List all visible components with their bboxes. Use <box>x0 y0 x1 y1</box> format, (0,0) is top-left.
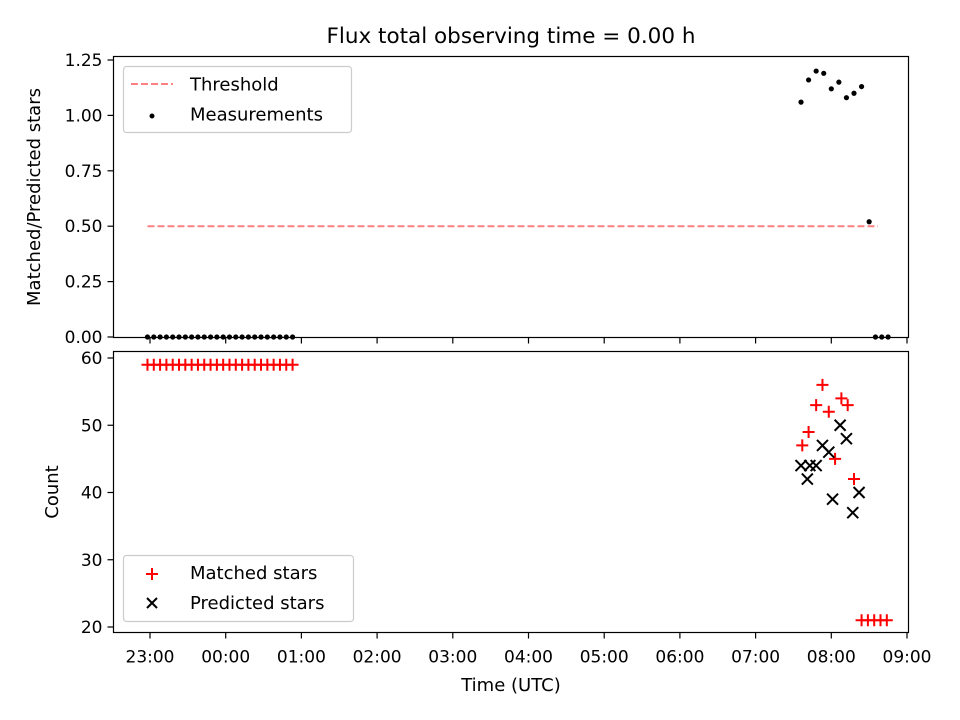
bottom-plot-area <box>141 358 893 627</box>
top-axes-frame <box>112 55 910 339</box>
x-tick-label: 00:00 <box>201 648 250 668</box>
measurement-point <box>821 70 827 76</box>
predicted-star-point <box>801 472 814 486</box>
x-tick-label: 08:00 <box>807 648 856 668</box>
x-tick-label: 09:00 <box>883 648 932 668</box>
top-y-axis-label: Matched/Predicted stars <box>24 88 45 306</box>
predicted-star-point <box>852 486 866 499</box>
y-tick-label: 0.25 <box>65 273 103 293</box>
x-tick-label: 04:00 <box>504 648 553 668</box>
predicted-star-point <box>809 459 823 472</box>
bottom-legend-box <box>122 554 355 623</box>
predicted-stars-legend-swatch <box>146 597 158 609</box>
measurement-point <box>805 77 812 83</box>
x-tick-label: 07:00 <box>731 648 780 668</box>
y-tick-label: 60 <box>81 349 103 369</box>
x-tick-label: 03:00 <box>428 648 477 668</box>
matched-star-point <box>286 358 299 371</box>
matched-star-point <box>810 399 823 412</box>
predicted-star-point <box>846 506 859 519</box>
top-legend: Threshold Measurements <box>122 65 353 134</box>
matched-star-point <box>848 473 861 486</box>
bottom-axis-ticks: 20 30 40 50 60 23:00 00:00 01:00 02:00 03:00 04:00… <box>81 349 932 668</box>
predicted-stars-legend-label: Predicted stars <box>190 593 324 614</box>
predicted-star-point <box>840 432 853 445</box>
measurement-point <box>836 79 842 85</box>
y-tick-label: 20 <box>81 618 103 638</box>
y-tick-label: 50 <box>81 416 103 436</box>
x-tick-label: 02:00 <box>353 648 402 668</box>
x-tick-label: 01:00 <box>277 648 326 668</box>
x-tick-label: 06:00 <box>655 648 704 668</box>
x-tick-label: 23:00 <box>126 648 175 668</box>
x-tick-label: 05:00 <box>580 648 629 668</box>
measurement-point <box>828 86 834 92</box>
matched-star-point <box>802 425 815 438</box>
matched-star-point <box>822 405 835 418</box>
measurement-point <box>843 95 850 101</box>
matched-star-point <box>816 378 829 391</box>
y-tick-label: 0.00 <box>65 328 103 348</box>
bottom-y-axis-label: Count <box>42 465 63 518</box>
matched-stars-legend-label: Matched stars <box>190 563 317 584</box>
matched-star-point <box>829 452 842 465</box>
top-legend-box <box>122 65 353 134</box>
y-tick-label: 0.50 <box>65 217 103 237</box>
top-axis-ticks: 0.00 0.25 0.50 0.75 1.00 1.25 <box>65 51 908 348</box>
bottom-legend: Matched stars Predicted stars <box>122 554 355 623</box>
matched-stars-legend-swatch <box>146 568 158 580</box>
y-tick-label: 1.00 <box>65 106 103 126</box>
y-tick-label: 30 <box>81 551 103 571</box>
y-tick-label: 1.25 <box>65 51 103 71</box>
measurement-point <box>813 68 819 74</box>
measurement-point <box>858 83 865 90</box>
y-tick-label: 40 <box>81 484 103 504</box>
predicted-star-point <box>833 419 847 432</box>
predicted-star-point <box>794 459 808 472</box>
chart-title: Flux total observing time = 0.00 h <box>327 24 696 49</box>
top-plot-area <box>144 68 891 340</box>
matched-star-point <box>841 399 854 412</box>
measurement-point <box>851 90 857 96</box>
threshold-legend-label: Threshold <box>189 75 279 96</box>
measurement-point <box>866 219 872 225</box>
x-axis-label: Time (UTC) <box>460 675 561 696</box>
matched-star-point <box>880 614 893 627</box>
predicted-star-point <box>826 493 839 506</box>
predicted-star-point <box>822 445 835 459</box>
measurement-point <box>798 99 804 105</box>
bottom-axes-frame <box>112 350 910 634</box>
measurements-legend-label: Measurements <box>190 105 323 126</box>
measurements-legend-swatch <box>149 113 155 119</box>
y-tick-label: 0.75 <box>65 162 103 182</box>
matched-star-point <box>835 392 848 405</box>
matched-star-point <box>796 439 809 452</box>
